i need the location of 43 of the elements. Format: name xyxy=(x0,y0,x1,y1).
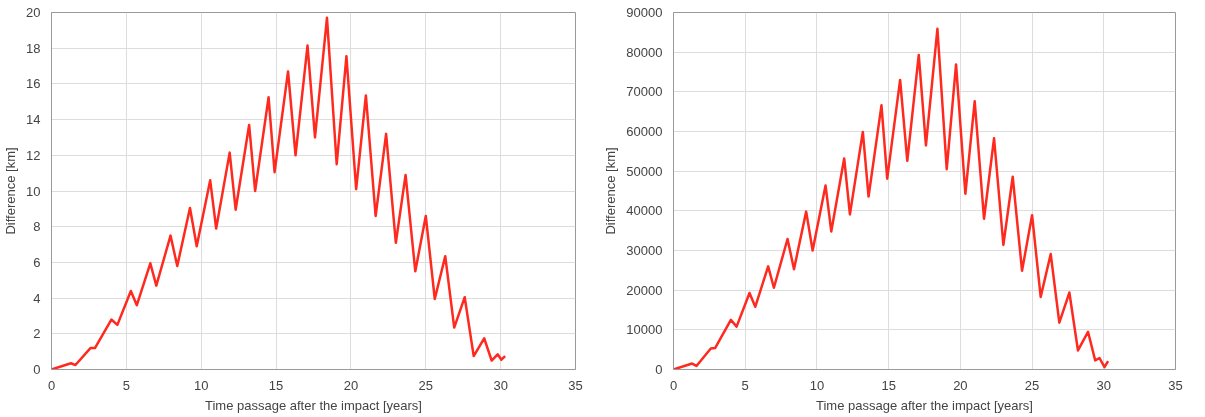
x-tick-label: 15 xyxy=(268,377,284,393)
x-tick-label: 0 xyxy=(47,377,56,393)
y-tick-label: 14 xyxy=(26,112,41,128)
x-tick-label: 10 xyxy=(193,377,209,393)
x-tick-label: 35 xyxy=(568,377,583,393)
line-series xyxy=(673,27,1110,370)
y-axis-title: Difference [km] xyxy=(603,147,619,235)
y-tick-label: 0 xyxy=(33,362,41,377)
y-tick-label: 18 xyxy=(26,40,41,56)
y-tick-label: 90000 xyxy=(626,5,663,20)
y-tick-label: 30000 xyxy=(626,243,663,258)
y-tick-label: 40000 xyxy=(626,203,663,219)
y-tick-label: 80000 xyxy=(626,44,663,60)
x-tick-label: 5 xyxy=(741,377,749,393)
y-tick-label: 10000 xyxy=(626,322,663,338)
y-tick-label: 12 xyxy=(26,147,41,163)
x-tick-label: 0 xyxy=(669,377,678,393)
y-tick-label: 50000 xyxy=(626,163,663,179)
x-tick-label: 5 xyxy=(122,377,130,393)
x-tick-label: 25 xyxy=(418,377,434,393)
y-tick-label: 10 xyxy=(26,183,41,199)
y-tick-label: 8 xyxy=(33,219,41,235)
x-tick-label: 30 xyxy=(1096,377,1112,393)
x-tick-label: 20 xyxy=(343,377,359,393)
y-tick-label: 0 xyxy=(655,362,663,377)
y-tick-label: 20000 xyxy=(626,282,663,298)
y-tick-label: 70000 xyxy=(626,84,663,100)
x-axis-title: Time passage after the impact [years] xyxy=(816,397,1034,413)
x-tick-label: 10 xyxy=(809,377,825,393)
y-tick-label: 16 xyxy=(26,76,41,92)
y-tick-label: 60000 xyxy=(626,124,663,139)
x-tick-label: 30 xyxy=(493,377,508,393)
x-tick-label: 20 xyxy=(953,377,968,393)
x-tick-label: 15 xyxy=(881,377,896,393)
y-tick-label: 4 xyxy=(33,290,41,306)
x-tick-label: 25 xyxy=(1024,377,1040,393)
x-axis-title: Time passage after the impact [years] xyxy=(205,397,423,413)
y-axis-title: Difference [km] xyxy=(3,147,19,235)
y-tick-label: 2 xyxy=(33,326,41,342)
line-series xyxy=(51,16,507,370)
x-tick-label: 35 xyxy=(1168,377,1183,393)
y-tick-label: 20 xyxy=(26,5,41,20)
y-tick-label: 6 xyxy=(33,254,41,270)
